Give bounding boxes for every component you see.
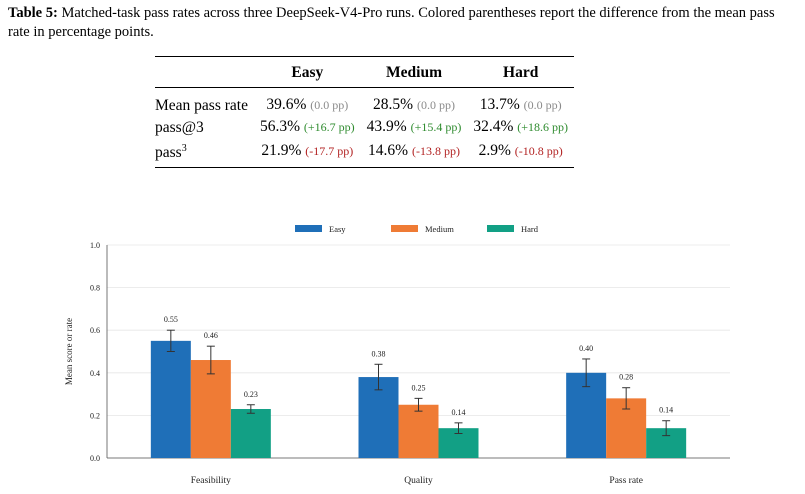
table-row: pass@3 56.3% (+16.7 pp) 43.9% (+15.4 pp)… <box>155 116 574 138</box>
table-cell: 32.4% (+18.6 pp) <box>467 116 574 138</box>
cell-delta: (+16.7 pp) <box>303 120 355 134</box>
table-cell: 56.3% (+16.7 pp) <box>254 116 361 138</box>
cell-value: 32.4% <box>473 118 514 135</box>
data-label: 0.38 <box>372 349 386 358</box>
cell-value: 21.9% <box>261 141 302 159</box>
cell-delta: (0.0 pp) <box>523 98 562 112</box>
table-row: pass3 21.9% (-17.7 pp) 14.6% (-13.8 pp) … <box>155 138 575 169</box>
data-label: 0.25 <box>412 383 426 392</box>
legend-swatch-easy <box>295 225 322 232</box>
table-cell: 43.9% (+15.4 pp) <box>361 116 468 138</box>
cell-value: 28.5% <box>373 96 414 113</box>
data-label: 0.55 <box>164 315 178 324</box>
table-cell: 28.5% (0.0 pp) <box>361 88 468 117</box>
data-label: 0.14 <box>659 406 673 415</box>
table-cell: 13.7% (0.0 pp) <box>467 88 574 117</box>
y-tick-label: 1.0 <box>90 241 100 250</box>
y-axis-label: Mean score or rate <box>64 318 74 385</box>
cell-value: 39.6% <box>266 96 307 113</box>
cell-value: 13.7% <box>479 96 520 113</box>
header-blank <box>155 56 254 88</box>
x-tick-label: Pass rate <box>609 476 643 486</box>
cell-delta: (-17.7 pp) <box>305 143 354 158</box>
caption-text: Matched-task pass rates across three Dee… <box>8 5 775 40</box>
y-tick-label: 0.2 <box>90 411 100 420</box>
y-tick-label: 0.6 <box>90 326 100 335</box>
data-label: 0.46 <box>204 331 218 340</box>
cell-value: 2.9% <box>478 141 511 159</box>
legend-label-easy: Easy <box>329 224 346 234</box>
row-label: pass3 <box>155 138 254 169</box>
row-label-superscript: 3 <box>181 143 187 154</box>
table-cell: 39.6% (0.0 pp) <box>254 88 361 117</box>
cell-delta: (+18.6 pp) <box>517 120 569 134</box>
cell-delta: (+15.4 pp) <box>410 120 462 134</box>
bar-medium-feasibility <box>190 360 231 458</box>
data-label: 0.14 <box>452 408 466 417</box>
legend-swatch-hard <box>487 225 514 232</box>
y-tick-label: 0.4 <box>90 369 100 378</box>
y-tick-label: 0.0 <box>90 454 100 463</box>
table-row: Mean pass rate 39.6% (0.0 pp) 28.5% (0.0… <box>155 88 574 117</box>
bar-medium-quality <box>398 404 439 458</box>
row-label-text: pass <box>155 144 182 162</box>
legend-label-hard: Hard <box>521 224 539 234</box>
x-tick-label: Feasibility <box>191 476 231 486</box>
table-cell: 2.9% (-10.8 pp) <box>467 138 575 169</box>
table-cell: 14.6% (-13.8 pp) <box>360 138 468 169</box>
row-label: Mean pass rate <box>155 96 248 114</box>
row-label: pass@3 <box>155 118 204 136</box>
caption-label: Table 5: <box>8 5 58 21</box>
cell-value: 14.6% <box>368 141 409 159</box>
results-table: Easy Medium Hard Mean pass rate 39.6% (0… <box>155 56 575 169</box>
bar-hard-feasibility <box>230 409 271 458</box>
table-header-row: Easy Medium Hard <box>155 56 575 88</box>
header-hard: Hard <box>467 56 575 88</box>
bar-chart: 0.0 0.2 0.4 0.6 0.8 1.0 Mean score or rate 0.55… <box>64 224 730 486</box>
data-label: 0.23 <box>244 390 258 399</box>
table-caption: Table 5: Matched-task pass rates across … <box>8 4 798 42</box>
table-cell: 21.9% (-17.7 pp) <box>253 138 361 169</box>
bar-easy-quality <box>358 377 399 458</box>
cell-value: 56.3% <box>259 118 301 135</box>
cell-delta: (0.0 pp) <box>416 98 455 112</box>
legend-label-medium: Medium <box>425 224 454 234</box>
header-easy: Easy <box>253 56 361 88</box>
cell-delta: (0.0 pp) <box>310 98 349 112</box>
cell-value: 43.9% <box>366 118 407 135</box>
y-tick-label: 0.8 <box>90 284 100 293</box>
bar-easy-feasibility <box>150 340 191 458</box>
x-tick-label: Quality <box>404 476 433 486</box>
cell-delta: (-10.8 pp) <box>514 143 563 158</box>
data-label: 0.40 <box>579 344 593 353</box>
cell-delta: (-13.8 pp) <box>411 143 460 158</box>
data-label: 0.28 <box>619 373 633 382</box>
legend-swatch-medium <box>391 225 418 232</box>
header-medium: Medium <box>360 56 468 88</box>
